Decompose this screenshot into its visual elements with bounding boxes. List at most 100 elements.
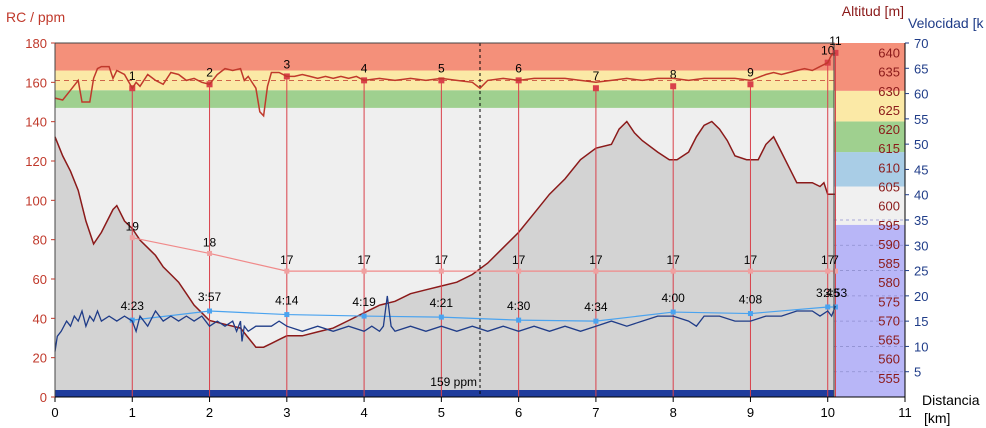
lap-hr-label-7: 17 [589,253,603,267]
x-tick-label-10: 10 [820,405,834,420]
axes: 0 1 2 3 4 5 6 7 8 9 10 1102040608010012014016018055… [25,36,928,420]
right-zone-band-4 [834,90,905,122]
lap-hr-label-9: 17 [744,253,758,267]
lap-speed-point-3 [284,312,290,318]
avg-hr-bar [55,390,834,397]
lap-number-3: 3 [283,57,290,71]
altitude-line [54,120,836,348]
speed-tick-label-5: 5 [914,365,921,380]
lap-number-9: 9 [747,65,754,79]
right-zone-band-5 [834,43,905,91]
lap-pace-label-5: 4:21 [430,296,454,310]
right-zone-band-3 [834,121,905,153]
lap-hr-label-11: 7 [832,253,839,267]
lap-speed-point-10 [825,304,831,310]
lap-speed-point-2 [207,308,213,314]
speed-tick-label-60: 60 [914,87,928,102]
alt-tick-label-590: 590 [878,237,900,252]
lap-hr-point-1 [129,235,135,241]
x-tick-label-5: 5 [438,405,445,420]
hr-zone-band-3 [55,43,834,71]
alt-tick-label-625: 625 [878,103,900,118]
lap-hr-point-2 [207,250,213,256]
speed-tick-label-40: 40 [914,188,928,203]
alt-tick-label-640: 640 [878,46,900,61]
hr-tick-label-180: 180 [25,36,47,51]
lap-hr-marker-9 [747,81,754,88]
lap-speed-point-9 [747,311,753,317]
lap-number-4: 4 [361,61,368,75]
lap-number-1: 1 [129,69,136,83]
x-tick-label-11: 11 [898,405,912,420]
lap-number-7: 7 [593,69,600,83]
lap-number-5: 5 [438,61,445,75]
alt-tick-label-610: 610 [878,160,900,175]
x-axis-unit: [km] [924,410,950,426]
lap-hr-point-4 [361,268,367,274]
lap-number-2: 2 [206,65,213,79]
speed-tick-label-10: 10 [914,339,928,354]
hr-tick-label-40: 40 [33,311,47,326]
hr-zone-band-1 [55,90,834,108]
alt-tick-label-605: 605 [878,180,900,195]
lap-hr-marker-5 [438,77,445,84]
hr-tick-label-0: 0 [40,390,47,405]
hr-tick-label-60: 60 [33,272,47,287]
hr-tick-label-100: 100 [25,193,47,208]
alt-tick-label-555: 555 [878,371,900,386]
alt-tick-label-580: 580 [878,275,900,290]
lap-hr-label-3: 17 [280,253,294,267]
alt-tick-label-595: 595 [878,218,900,233]
lap-number-11: 11 [829,34,842,48]
lap-hr-point-6 [516,268,522,274]
lap-speed-point-6 [516,317,522,323]
altitude-axis-title: Altitud [m] [842,3,904,19]
alt-tick-label-615: 615 [878,141,900,156]
alt-tick-label-600: 600 [878,199,900,214]
cursor-label: 159 ppm [430,375,477,389]
speed-tick-label-20: 20 [914,289,928,304]
right-zone-band-2 [834,152,905,187]
lap-hr-marker-8 [670,83,677,90]
lap-speed-point-1 [129,317,135,323]
lap-speed-point-7 [593,318,599,324]
lap-pace-label-6: 4:30 [507,299,531,313]
speed-tick-label-50: 50 [914,137,928,152]
speed-tick-label-35: 35 [914,213,928,228]
x-tick-label-3: 3 [283,405,290,420]
lap-hr-point-10 [825,268,831,274]
lap-hr-label-5: 17 [435,253,449,267]
hr-line [54,52,836,118]
lap-pace-label-4: 4:19 [352,295,376,309]
speed-tick-label-55: 55 [914,112,928,127]
lap-pace-label-8: 4:00 [662,291,686,305]
alt-tick-label-635: 635 [878,65,900,80]
speed-tick-label-70: 70 [914,36,928,51]
lap-pace-label-7: 4:34 [584,300,608,314]
x-tick-label-8: 8 [670,405,677,420]
hr-tick-label-140: 140 [25,115,47,130]
hr-tick-label-160: 160 [25,75,47,90]
altitude-area [54,120,836,397]
hr-tick-label-120: 120 [25,154,47,169]
lap-number-6: 6 [515,61,522,75]
speed-tick-label-30: 30 [914,238,928,253]
lap-pace-label-11: 3:53 [824,286,848,300]
speed-tick-label-25: 25 [914,264,928,279]
alt-tick-label-620: 620 [878,122,900,137]
lap-hr-label-6: 17 [512,253,526,267]
hr-axis-title: RC / ppm [6,9,65,25]
speed-tick-label-45: 45 [914,162,928,177]
alt-tick-label-560: 560 [878,352,900,367]
hr-tick-label-80: 80 [33,233,47,248]
x-tick-label-2: 2 [206,405,213,420]
lap-pace-label-3: 4:14 [275,294,299,308]
alt-tick-label-570: 570 [878,313,900,328]
lap-hr-point-9 [747,268,753,274]
lap-hr-label-10: 17 [821,253,835,267]
lap-pace-label-1: 4:23 [121,299,145,313]
x-tick-label-7: 7 [592,405,599,420]
lap-pace-label-9: 4:08 [739,293,763,307]
